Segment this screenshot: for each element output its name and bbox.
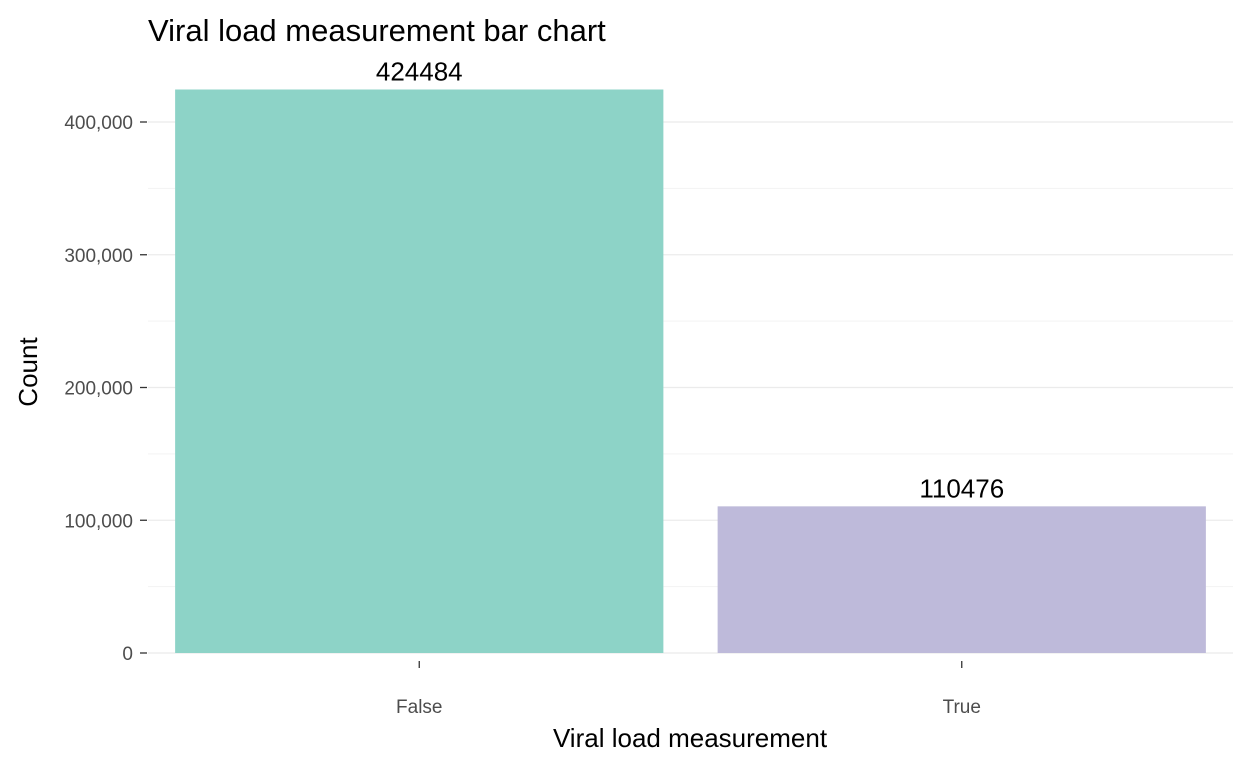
bar-value-label: 424484 xyxy=(376,56,463,86)
bar-value-label: 110476 xyxy=(919,473,1004,503)
x-axis-title: Viral load measurement xyxy=(553,723,828,753)
bars xyxy=(175,89,1206,653)
bar-false xyxy=(175,89,664,653)
x-tick-label: False xyxy=(396,697,442,718)
y-axis-title: Count xyxy=(13,337,43,407)
x-axis: False True xyxy=(396,661,981,718)
y-tick-label: 0 xyxy=(122,644,133,665)
y-tick-label: 200,000 xyxy=(64,379,133,400)
x-tick-label: True xyxy=(943,697,981,718)
bar-true xyxy=(717,506,1206,653)
y-axis: 0 100,000 200,000 300,000 400,000 xyxy=(64,113,147,665)
y-tick-label: 300,000 xyxy=(64,246,133,267)
y-tick-label: 400,000 xyxy=(64,113,133,134)
y-tick-label: 100,000 xyxy=(64,511,133,532)
chart-title: Viral load measurement bar chart xyxy=(148,13,606,48)
bar-value-labels: 424484 110476 xyxy=(376,56,1004,503)
